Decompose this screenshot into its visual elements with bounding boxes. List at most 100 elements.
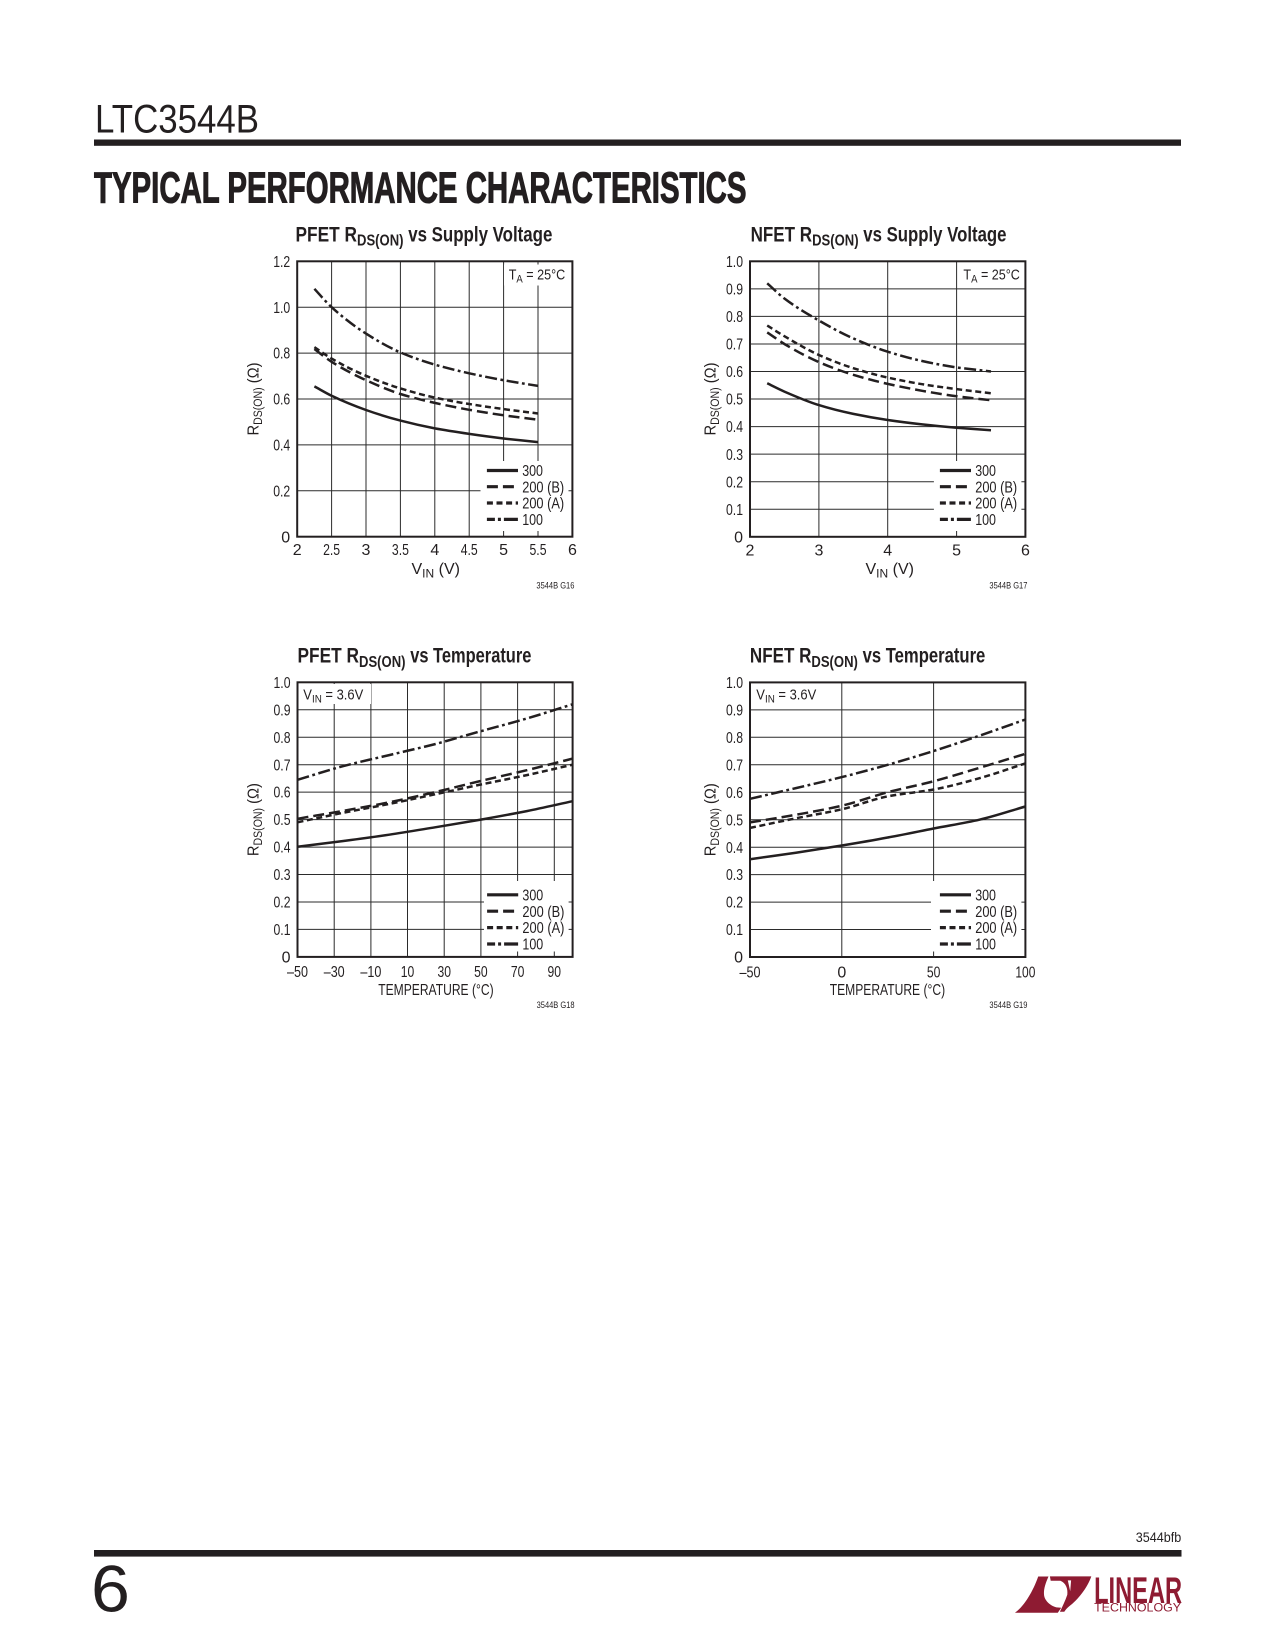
svg-text:0: 0 <box>282 950 291 967</box>
svg-text:0.3: 0.3 <box>726 867 743 884</box>
svg-text:TEMPERATURE (°C): TEMPERATURE (°C) <box>378 982 493 999</box>
svg-text:0: 0 <box>734 529 743 546</box>
svg-text:0.8: 0.8 <box>274 730 291 747</box>
svg-text:NFET R: NFET R <box>750 644 812 668</box>
svg-text:0.3: 0.3 <box>726 447 743 464</box>
svg-text:6: 6 <box>91 1553 130 1627</box>
svg-text:0.6: 0.6 <box>274 785 291 802</box>
svg-text:0.8: 0.8 <box>726 309 743 326</box>
svg-text:3544B G19: 3544B G19 <box>989 1000 1027 1010</box>
svg-text:3.5: 3.5 <box>392 542 409 559</box>
svg-text:6: 6 <box>568 542 577 559</box>
svg-text:5.5: 5.5 <box>530 542 547 559</box>
svg-text:4: 4 <box>430 542 439 559</box>
svg-text:50: 50 <box>927 964 941 981</box>
svg-text:DS(ON): DS(ON) <box>812 233 859 250</box>
svg-text:4.5: 4.5 <box>461 542 478 559</box>
svg-text:0.4: 0.4 <box>273 438 290 455</box>
svg-text:0.6: 0.6 <box>726 785 743 802</box>
svg-text:0.8: 0.8 <box>726 730 743 747</box>
svg-text:0.4: 0.4 <box>274 840 291 857</box>
svg-text:1.0: 1.0 <box>273 300 290 317</box>
svg-text:0.2: 0.2 <box>274 895 291 912</box>
svg-text:0.4: 0.4 <box>726 419 743 436</box>
svg-text:TECHNOLOGY: TECHNOLOGY <box>1094 1603 1181 1615</box>
svg-text:0.4: 0.4 <box>726 840 743 857</box>
svg-text:vs Temperature: vs Temperature <box>863 644 986 668</box>
svg-text:3: 3 <box>814 542 823 559</box>
svg-text:100: 100 <box>975 937 996 954</box>
svg-text:200 (A): 200 (A) <box>522 920 564 937</box>
svg-text:DS(ON): DS(ON) <box>357 233 404 250</box>
svg-text:300: 300 <box>975 463 996 480</box>
svg-text:TA = 25°C: TA = 25°C <box>963 267 1020 285</box>
svg-text:0.9: 0.9 <box>726 282 743 299</box>
svg-text:200 (B): 200 (B) <box>975 479 1017 496</box>
svg-text:vs Temperature: vs Temperature <box>410 644 531 668</box>
svg-text:30: 30 <box>437 964 451 981</box>
svg-text:1.2: 1.2 <box>273 254 290 271</box>
svg-text:0.5: 0.5 <box>274 812 291 829</box>
svg-text:3544B G16: 3544B G16 <box>536 581 574 591</box>
svg-text:0.7: 0.7 <box>726 337 743 354</box>
svg-text:300: 300 <box>522 463 543 480</box>
svg-text:TEMPERATURE (°C): TEMPERATURE (°C) <box>830 982 945 999</box>
svg-text:0.6: 0.6 <box>726 364 743 381</box>
svg-text:LTC3544B: LTC3544B <box>95 98 259 142</box>
svg-text:0.3: 0.3 <box>274 867 291 884</box>
svg-text:vs Supply Voltage: vs Supply Voltage <box>863 222 1006 246</box>
svg-text:LINEAR: LINEAR <box>1094 1570 1182 1611</box>
svg-text:90: 90 <box>548 964 562 981</box>
svg-text:4: 4 <box>883 542 892 559</box>
svg-text:0.7: 0.7 <box>274 757 291 774</box>
svg-text:100: 100 <box>522 512 543 529</box>
svg-text:200 (A): 200 (A) <box>975 920 1017 937</box>
svg-text:0.5: 0.5 <box>726 392 743 409</box>
svg-text:–30: –30 <box>324 964 345 981</box>
svg-text:DS(ON): DS(ON) <box>811 654 858 671</box>
svg-text:0: 0 <box>734 950 743 967</box>
svg-text:200 (B): 200 (B) <box>975 904 1017 921</box>
svg-text:300: 300 <box>522 887 543 904</box>
svg-text:0.9: 0.9 <box>274 702 291 719</box>
svg-text:6: 6 <box>1021 542 1030 559</box>
svg-text:PFET R: PFET R <box>298 644 360 668</box>
svg-text:NFET R: NFET R <box>751 222 813 246</box>
svg-text:DS(ON): DS(ON) <box>359 654 406 671</box>
svg-text:3544B G18: 3544B G18 <box>537 1000 575 1010</box>
svg-text:2: 2 <box>746 542 755 559</box>
svg-text:–50: –50 <box>740 964 761 981</box>
svg-text:200 (B): 200 (B) <box>522 479 564 496</box>
svg-text:0.8: 0.8 <box>273 346 290 363</box>
svg-text:VIN (V): VIN (V) <box>866 561 914 580</box>
svg-text:3544B G17: 3544B G17 <box>989 581 1027 591</box>
svg-text:5: 5 <box>952 542 961 559</box>
svg-text:0.7: 0.7 <box>726 757 743 774</box>
svg-text:0.2: 0.2 <box>726 895 743 912</box>
svg-text:0.1: 0.1 <box>726 502 743 519</box>
svg-text:1.0: 1.0 <box>726 254 743 271</box>
svg-text:100: 100 <box>1015 964 1035 981</box>
svg-text:PFET R: PFET R <box>296 222 358 246</box>
svg-text:1.0: 1.0 <box>274 675 291 692</box>
svg-text:70: 70 <box>511 964 525 981</box>
svg-text:0.1: 0.1 <box>274 922 291 939</box>
svg-text:TA = 25°C: TA = 25°C <box>509 267 566 285</box>
svg-text:2: 2 <box>293 542 302 559</box>
svg-text:200 (A): 200 (A) <box>975 496 1017 513</box>
svg-text:100: 100 <box>522 937 543 954</box>
svg-text:0: 0 <box>281 529 290 546</box>
svg-text:TYPICAL PERFORMANCE CHARACTERI: TYPICAL PERFORMANCE CHARACTERISTICS <box>94 164 747 213</box>
svg-text:VIN (V): VIN (V) <box>412 561 460 580</box>
svg-text:0: 0 <box>837 964 846 981</box>
svg-text:2.5: 2.5 <box>323 542 340 559</box>
svg-text:0.9: 0.9 <box>726 703 743 720</box>
svg-text:0.5: 0.5 <box>726 812 743 829</box>
svg-text:0.1: 0.1 <box>726 922 743 939</box>
svg-text:50: 50 <box>474 964 488 981</box>
svg-text:300: 300 <box>975 887 996 904</box>
svg-text:10: 10 <box>401 964 415 981</box>
svg-text:5: 5 <box>499 542 508 559</box>
svg-text:200 (B): 200 (B) <box>522 904 564 921</box>
svg-text:vs Supply Voltage: vs Supply Voltage <box>408 222 552 246</box>
